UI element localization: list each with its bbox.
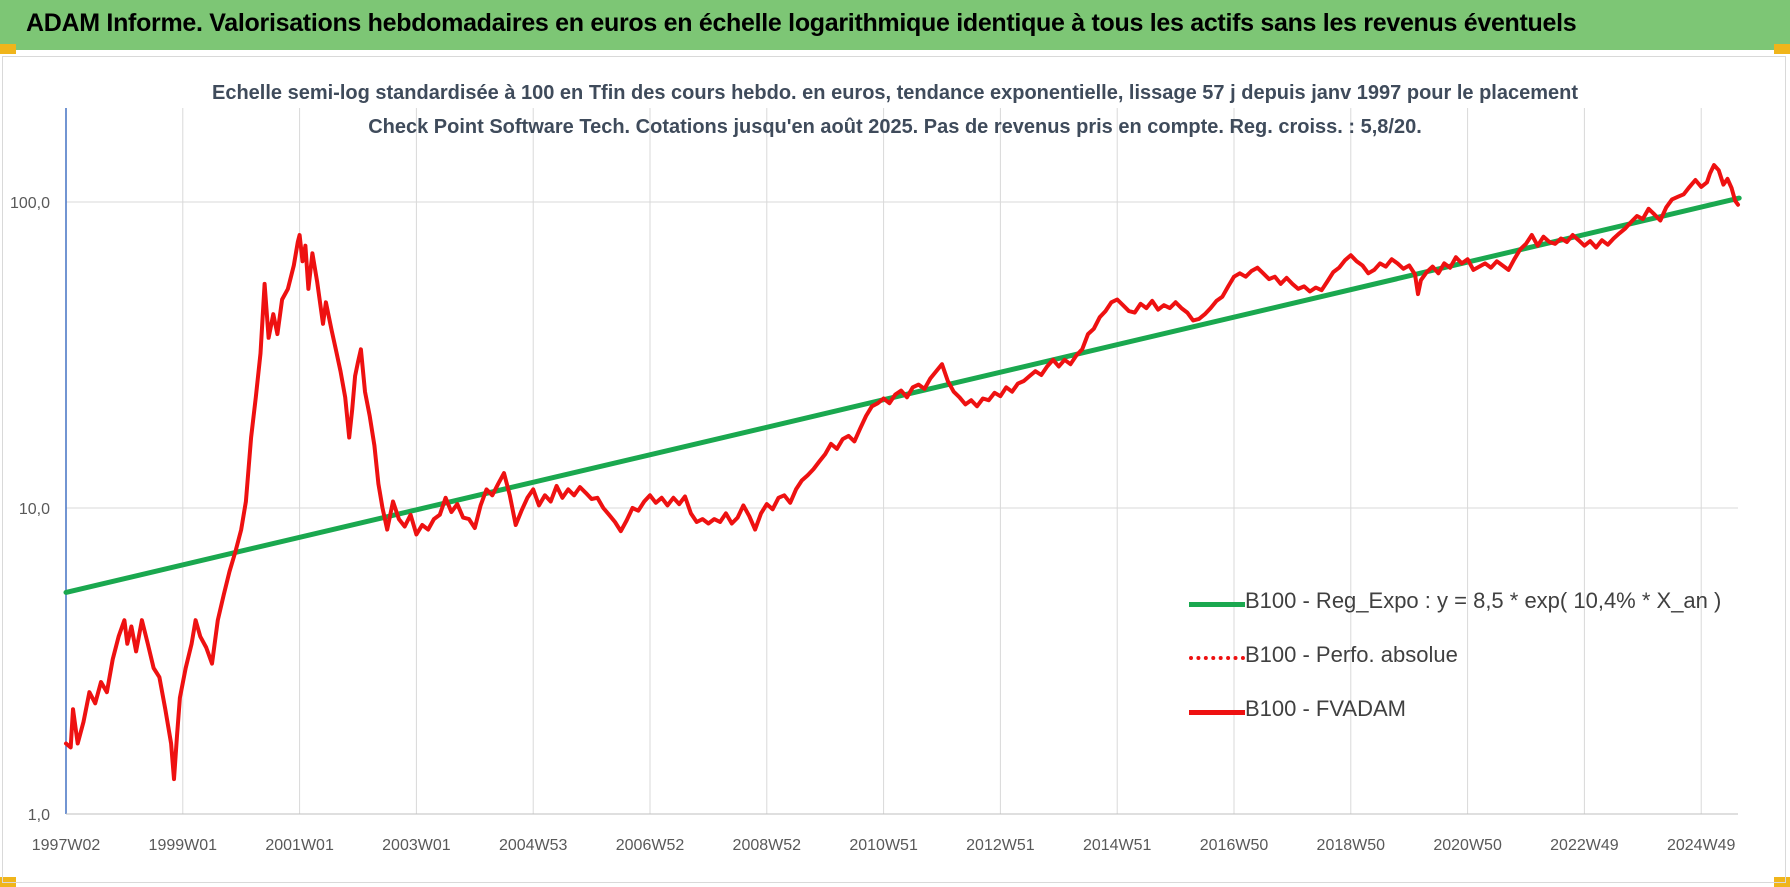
legend-swatch-fvadam bbox=[1189, 710, 1245, 715]
legend-swatch-regression bbox=[1189, 602, 1245, 607]
page-title: ADAM Informe. Valorisations hebdomadaire… bbox=[26, 9, 1577, 37]
chart-title: Echelle semi-log standardisée à 100 en T… bbox=[211, 82, 1579, 138]
x-tick-label: 2001W01 bbox=[265, 837, 334, 854]
x-tick-label: 2012W51 bbox=[966, 837, 1035, 854]
legend-label-regression: B100 - Reg_Expo : y = 8,5 * exp( 10,4% *… bbox=[1245, 588, 1722, 613]
x-tick-label: 2008W52 bbox=[733, 837, 802, 854]
x-tick-label: 2016W50 bbox=[1200, 837, 1269, 854]
x-tick-label: 2003W01 bbox=[382, 837, 451, 854]
corner-accent-top-right bbox=[1774, 44, 1790, 54]
legend-swatch-perfo-absolue bbox=[1189, 656, 1245, 660]
x-tick-label: 2014W51 bbox=[1083, 837, 1152, 854]
plot-area-border bbox=[2, 56, 1786, 883]
x-tick-label: 2004W53 bbox=[499, 837, 568, 854]
y-tick-label: 1,0 bbox=[28, 807, 50, 824]
axes: 1,0 10,0 100,0 1997W02 1999W01 2001W01 2003W01… bbox=[10, 108, 1738, 854]
series-layer bbox=[63, 163, 1742, 782]
y-tick-label: 10,0 bbox=[19, 501, 50, 518]
series-line-fvadam bbox=[64, 163, 1740, 782]
legend-item-fvadam: B100 - FVADAM bbox=[1186, 696, 1706, 726]
header-banner: ADAM Informe. Valorisations hebdomadaire… bbox=[0, 0, 1790, 50]
y-tick-label: 100,0 bbox=[10, 195, 50, 212]
legend-label-perfo-absolue: B100 - Perfo. absolue bbox=[1245, 642, 1458, 667]
x-tick-label: 1999W01 bbox=[149, 837, 218, 854]
x-tick-label: 2022W49 bbox=[1550, 837, 1619, 854]
legend-item-perfo-absolue: B100 - Perfo. absolue bbox=[1186, 642, 1706, 672]
x-tick-label: 2018W50 bbox=[1317, 837, 1386, 854]
x-tick-label: 1997W02 bbox=[32, 837, 101, 854]
legend-item-regression: B100 - Reg_Expo : y = 8,5 * exp( 10,4% *… bbox=[1186, 588, 1721, 618]
x-tick-label: 2010W51 bbox=[849, 837, 918, 854]
corner-accent-top-left bbox=[0, 44, 16, 54]
x-tick-label: 2024W49 bbox=[1667, 837, 1736, 854]
x-tick-label: 2020W50 bbox=[1433, 837, 1502, 854]
legend-label-fvadam: B100 - FVADAM bbox=[1245, 696, 1406, 721]
x-tick-label: 2006W52 bbox=[616, 837, 685, 854]
